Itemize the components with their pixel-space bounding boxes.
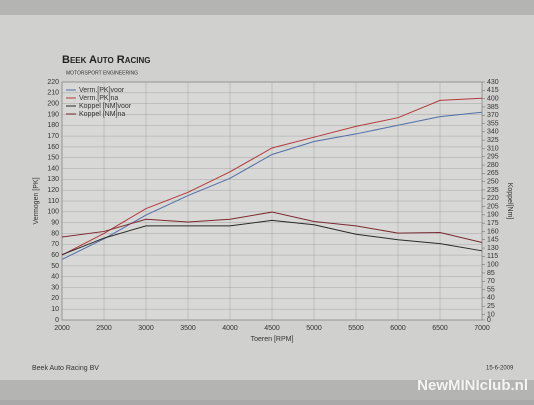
logo: Beek Auto Racing: [62, 54, 151, 66]
y-tick-label: 210: [47, 90, 59, 97]
series-line: [61, 219, 483, 256]
y2-tick-label: 175: [487, 220, 499, 227]
y-tick-label: 90: [51, 219, 59, 226]
y2-tick-label: 130: [487, 245, 499, 252]
y-tick-label: 0: [55, 317, 59, 324]
y-tick-label: 10: [51, 306, 59, 313]
x-tick-label: 2500: [96, 325, 112, 332]
y2-tick-label: 220: [487, 195, 499, 202]
x-tick-label: 2000: [54, 325, 70, 332]
tagline: MOTORSPORT ENGINEERING: [66, 70, 138, 76]
x-axis-label: Toeren [RPM]: [251, 336, 294, 343]
y2-tick-label: 340: [487, 129, 499, 136]
y-tick-label: 70: [51, 241, 59, 248]
y2-tick-label: 325: [487, 137, 499, 144]
y2-tick-label: 55: [487, 286, 495, 293]
y2-tick-label: 415: [487, 87, 499, 94]
y2-tick-label: 40: [487, 295, 495, 302]
y2-tick-label: 430: [487, 79, 499, 86]
watermark: NewMINIclub.nl: [417, 377, 528, 394]
legend-label: Verm.[PK]voor: [79, 87, 125, 94]
x-tick-label: 4000: [222, 325, 238, 332]
y-tick-label: 200: [47, 100, 59, 107]
x-tick-label: 7000: [474, 325, 490, 332]
y2-tick-label: 145: [487, 237, 499, 244]
y2-tick-label: 160: [487, 228, 499, 235]
y-tick-label: 180: [47, 122, 59, 129]
x-tick-label: 5000: [306, 325, 322, 332]
y2-axis-label: Koppel[Nm]: [506, 183, 513, 220]
y2-tick-label: 400: [487, 95, 499, 102]
x-tick-label: 6500: [432, 325, 448, 332]
y2-tick-label: 235: [487, 187, 499, 194]
y2-tick-label: 190: [487, 212, 499, 219]
x-tick-label: 5500: [348, 325, 364, 332]
y2-tick-label: 100: [487, 261, 499, 268]
y2-tick-label: 310: [487, 145, 499, 152]
y2-tick-label: 265: [487, 170, 499, 177]
y-tick-label: 80: [51, 230, 59, 237]
legend-label: Koppel [NM]voor: [79, 103, 132, 110]
y-tick-label: 140: [47, 165, 59, 172]
date: 15-6-2009: [486, 366, 514, 372]
footer-left: Beek Auto Racing BV: [32, 365, 99, 372]
y-tick-label: 220: [47, 79, 59, 86]
y2-tick-label: 370: [487, 112, 499, 119]
y-tick-label: 40: [51, 274, 59, 281]
x-tick-label: 3500: [180, 325, 196, 332]
x-tick-label: 4500: [264, 325, 280, 332]
y-tick-label: 120: [47, 187, 59, 194]
x-tick-label: 6000: [390, 325, 406, 332]
legend-label: Verm.[PK]na: [79, 95, 118, 102]
y2-tick-label: 0: [487, 317, 491, 324]
y-axis-label: Vermogen [PK]: [33, 177, 40, 224]
series-line: [61, 97, 483, 256]
y-tick-label: 110: [48, 198, 59, 205]
y-tick-label: 130: [47, 176, 59, 183]
y-tick-label: 30: [51, 284, 59, 291]
y-tick-label: 150: [47, 155, 59, 162]
y2-tick-label: 70: [487, 278, 495, 285]
y2-tick-label: 385: [487, 104, 499, 111]
y-tick-label: 100: [47, 209, 59, 216]
y-tick-label: 190: [47, 111, 59, 118]
y-tick-label: 160: [47, 144, 59, 151]
y2-tick-label: 115: [487, 253, 498, 260]
series-line: [61, 211, 483, 243]
y2-tick-label: 25: [487, 303, 495, 310]
y-tick-label: 20: [51, 295, 59, 302]
legend-label: Koppel [NM]na: [79, 111, 125, 118]
y2-tick-label: 85: [487, 270, 495, 277]
y-tick-label: 170: [47, 133, 59, 140]
y2-tick-label: 280: [487, 162, 499, 169]
y2-tick-label: 205: [487, 203, 499, 210]
y-tick-label: 50: [51, 263, 59, 270]
y2-tick-label: 295: [487, 154, 499, 161]
x-tick-label: 3000: [138, 325, 154, 332]
y2-tick-label: 355: [487, 120, 499, 127]
y2-tick-label: 10: [487, 311, 495, 318]
y2-tick-label: 250: [487, 178, 499, 185]
y-tick-label: 60: [51, 252, 59, 259]
